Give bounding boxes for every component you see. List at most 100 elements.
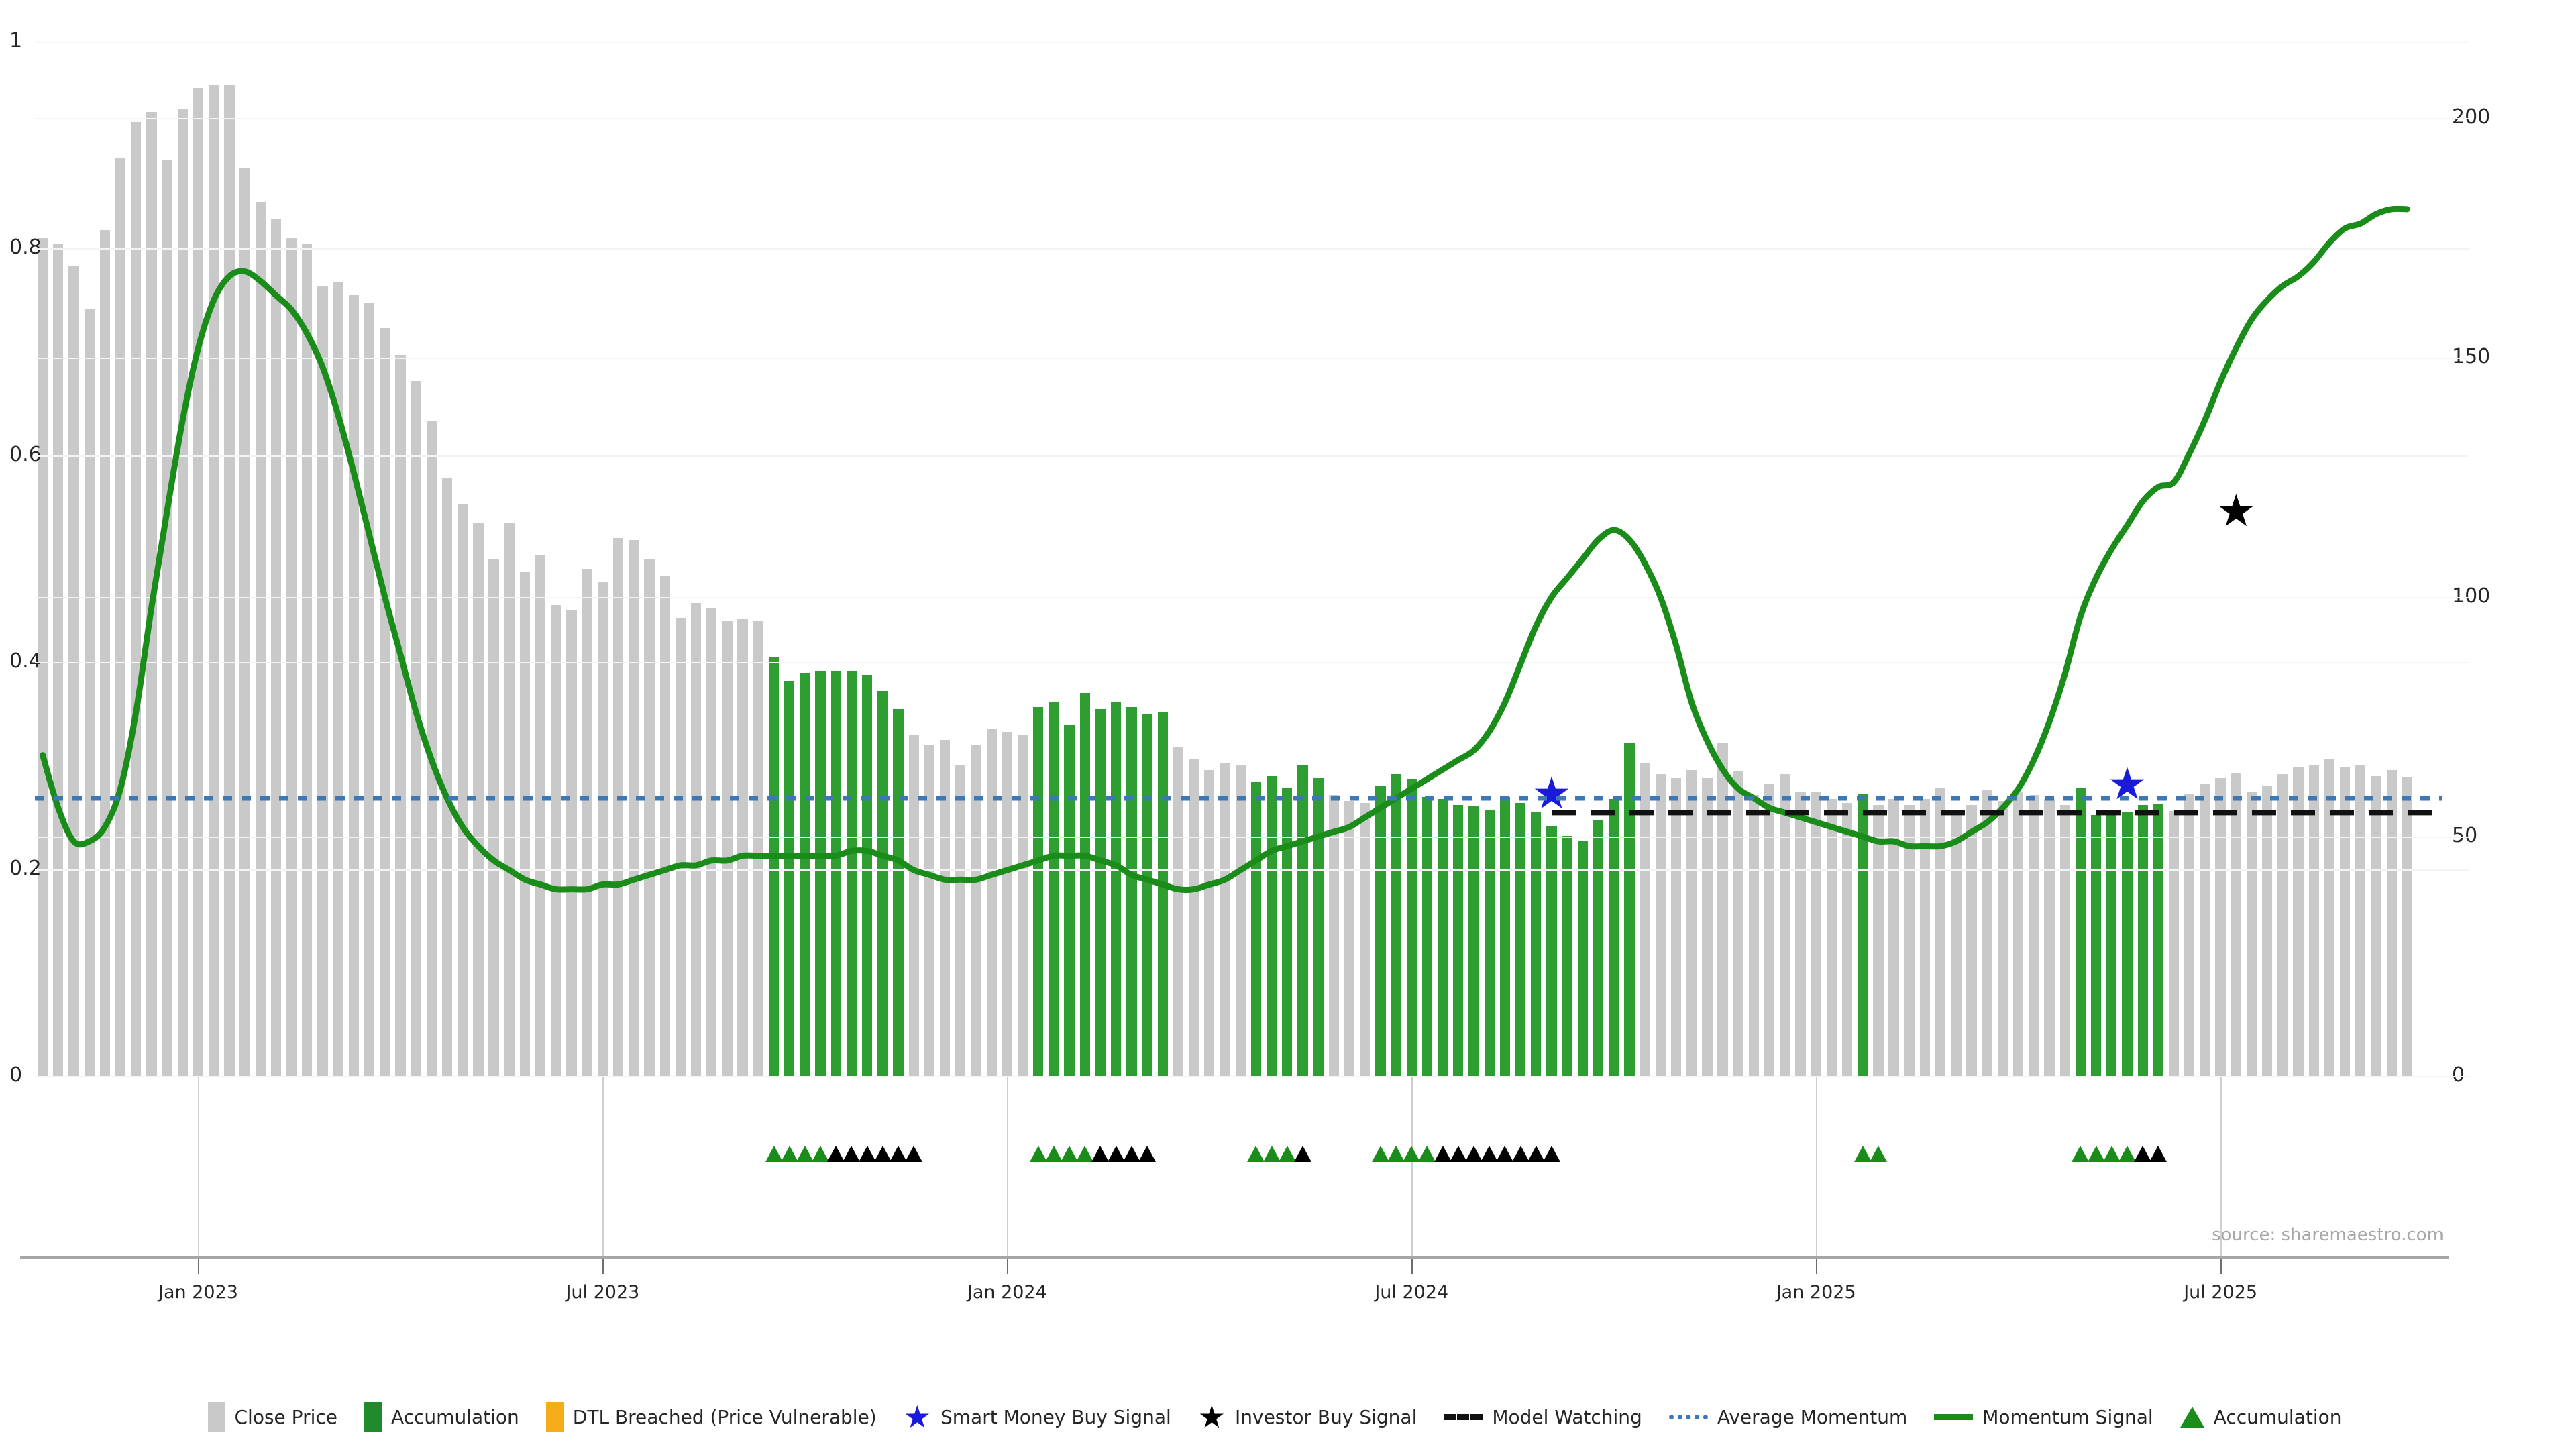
right-axis-tick-label: 50	[2452, 824, 2478, 848]
close-price-bar	[690, 603, 702, 1076]
accumulation-triangle-black-icon	[1527, 1146, 1545, 1162]
accumulation-swatch-icon	[364, 1402, 382, 1432]
accumulation-bar	[1391, 773, 1401, 1076]
accumulation-triangle-green-icon	[1418, 1146, 1436, 1162]
x-gridline	[1007, 1076, 1009, 1256]
x-tick-mark	[2220, 1259, 2222, 1274]
accumulation-triangle-green-icon	[1403, 1146, 1421, 1162]
close-price-bar	[2029, 794, 2039, 1076]
close-price-bar	[441, 478, 453, 1076]
accumulation-bar	[1438, 798, 1448, 1076]
close-price-bar	[675, 617, 686, 1076]
legend-item-momentum-signal[interactable]: Momentum Signal	[1934, 1406, 2153, 1428]
accumulation-triangle-black-icon	[1122, 1146, 1140, 1162]
close-price-bar	[1686, 769, 1697, 1076]
close-price-bar	[612, 538, 624, 1076]
accumulation-bar	[1142, 714, 1152, 1076]
close-price-bar	[1811, 791, 1821, 1076]
accumulation-bar	[1282, 788, 1293, 1076]
close-price-bar	[737, 619, 748, 1076]
close-price-bar	[908, 735, 919, 1076]
legend-item-dtl-breached[interactable]: DTL Breached (Price Vulnerable)	[545, 1402, 877, 1432]
close-price-bar	[177, 109, 188, 1076]
close-price-bar	[2386, 769, 2397, 1076]
close-price-bar	[53, 243, 64, 1076]
close-price-bar	[2293, 767, 2304, 1076]
accumulation-triangle-black-icon	[1465, 1146, 1483, 1162]
momentum-signal-line-icon	[1934, 1413, 1974, 1420]
accumulation-triangle-black-icon	[1542, 1146, 1560, 1162]
legend-label: Investor Buy Signal	[1235, 1405, 1417, 1428]
accumulation-triangle-black-icon	[1091, 1146, 1110, 1162]
legend-item-model-watching[interactable]: Model Watching	[1444, 1406, 1642, 1428]
close-price-bar	[582, 569, 592, 1076]
close-price-bar	[1764, 783, 1775, 1076]
close-price-bar	[2184, 794, 2195, 1076]
dtl-breached-swatch-icon	[545, 1402, 564, 1432]
close-price-bar	[706, 608, 717, 1076]
left-axis-tick-label: 0	[9, 1063, 23, 1087]
close-price-bar	[1670, 777, 1682, 1076]
accumulation-triangle-black-icon	[1511, 1146, 1529, 1162]
accumulation-triangle-black-icon	[1434, 1146, 1452, 1162]
close-price-bar	[2324, 759, 2335, 1076]
accumulation-triangle-green-icon	[796, 1146, 814, 1162]
accumulation-bar	[1546, 825, 1557, 1076]
close-price-bar	[1655, 773, 1666, 1076]
accumulation-triangle-green-icon	[1029, 1146, 1047, 1162]
accumulation-triangle-green-icon	[1076, 1146, 1094, 1162]
close-price-bar	[2246, 791, 2257, 1076]
close-price-bar	[1173, 747, 1184, 1076]
legend-label: Close Price	[234, 1405, 337, 1428]
close-price-bar	[115, 157, 126, 1076]
gridline-left	[35, 42, 2469, 43]
legend-item-investor-buy-signal[interactable]: ★ Investor Buy Signal	[1198, 1401, 1417, 1432]
accumulation-bar	[830, 670, 841, 1076]
accumulation-bar	[1406, 779, 1417, 1076]
close-price-bar	[2231, 773, 2241, 1076]
accumulation-triangle-black-icon	[1138, 1146, 1157, 1162]
legend-item-average-momentum[interactable]: Average Momentum	[1668, 1406, 1907, 1428]
close-price-bar	[566, 610, 577, 1076]
x-tick-mark	[1007, 1259, 1009, 1274]
accumulation-bar	[1624, 743, 1635, 1076]
x-tick-mark	[1816, 1259, 1818, 1274]
accumulation-bar	[1531, 812, 1542, 1076]
accumulation-triangle-green-icon	[1387, 1146, 1405, 1162]
accumulation-triangle-black-icon	[905, 1146, 923, 1162]
close-price-bar	[1733, 771, 1743, 1076]
gridline-left	[35, 869, 2469, 871]
accumulation-bar	[1157, 712, 1168, 1076]
legend-label: Model Watching	[1492, 1405, 1642, 1428]
close-price-bar	[2200, 783, 2210, 1076]
investor-buy-signal-star-icon: ★	[2216, 484, 2256, 537]
accumulation-triangle-green-icon	[1371, 1146, 1389, 1162]
accumulation-triangle-green-icon	[2072, 1146, 2090, 1162]
close-price-bar	[1826, 798, 1837, 1076]
close-price-bar	[458, 504, 468, 1076]
legend-item-accumulation-marker[interactable]: Accumulation	[2180, 1406, 2341, 1428]
legend-item-accumulation[interactable]: Accumulation	[364, 1402, 519, 1432]
close-price-bar	[644, 559, 655, 1076]
close-price-bar	[597, 581, 608, 1076]
accumulation-bar	[768, 657, 780, 1076]
accumulation-triangle-green-icon	[1854, 1146, 1872, 1162]
close-price-bar	[535, 555, 546, 1076]
close-price-bar	[473, 523, 484, 1076]
gridline-left	[35, 662, 2469, 664]
legend-item-smart-money-buy-signal[interactable]: ★ Smart Money Buy Signal	[904, 1401, 1171, 1432]
right-axis-tick-label: 0	[2452, 1063, 2465, 1087]
close-price-bar	[939, 739, 951, 1076]
left-axis-tick-label: 0.4	[9, 649, 42, 674]
legend-item-close-price[interactable]: Close Price	[207, 1402, 337, 1432]
accumulation-triangle-black-icon	[2149, 1146, 2167, 1162]
close-price-bar	[1841, 802, 1853, 1076]
accumulation-bar	[1499, 796, 1511, 1076]
close-price-bar	[2059, 804, 2070, 1076]
accumulation-triangle-green-icon	[2102, 1146, 2121, 1162]
close-price-bar	[99, 229, 110, 1076]
accumulation-bar	[1577, 841, 1588, 1076]
accumulation-triangle-black-icon	[843, 1146, 861, 1162]
legend-label: DTL Breached (Price Vulnerable)	[572, 1405, 877, 1428]
